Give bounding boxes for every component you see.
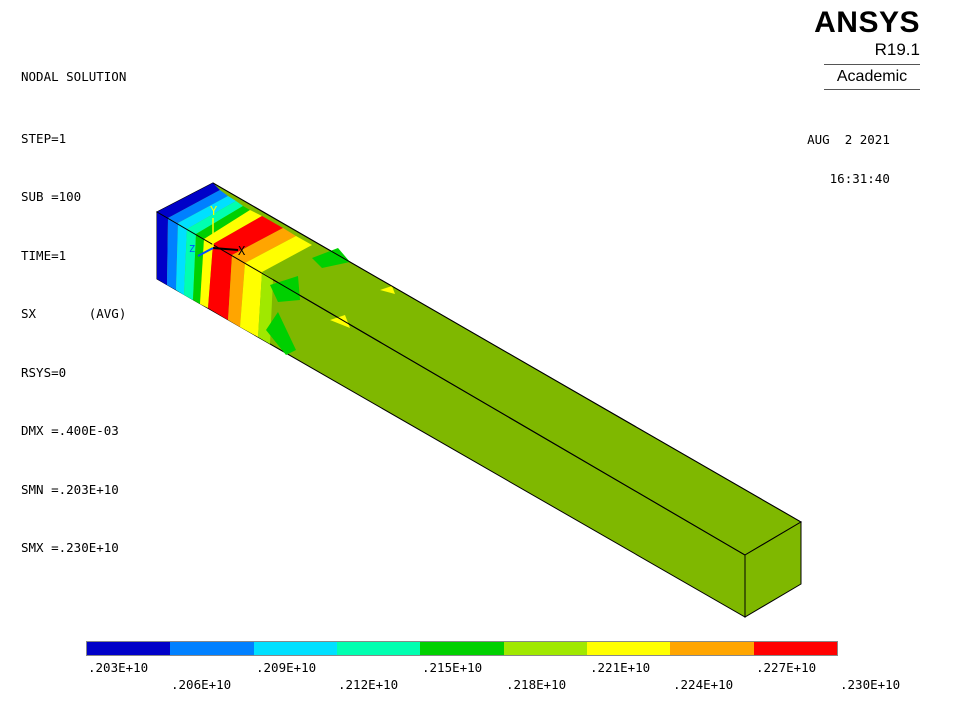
legend-swatch-4 — [336, 642, 421, 655]
legend-swatch-2 — [170, 642, 254, 655]
date-label: AUG 2 2021 — [807, 131, 890, 147]
legend-swatch-5 — [420, 642, 504, 655]
logo-version: R19.1 — [874, 40, 920, 59]
legend-label-bottom-5: .230E+10 — [840, 677, 901, 692]
legend-label-bottom-3: .218E+10 — [506, 677, 567, 692]
info-step: STEP=1 — [21, 130, 67, 146]
legend-label-top-2: .209E+10 — [256, 660, 317, 675]
legend-label-bottom-2: .212E+10 — [338, 677, 399, 692]
legend-swatch-6 — [503, 642, 587, 655]
legend-label-top-5: .227E+10 — [756, 660, 817, 675]
time-label: 16:31:40 — [829, 170, 890, 186]
coordinate-triad: Y X Z — [189, 204, 246, 258]
legend-swatch-7 — [586, 642, 671, 655]
legend-swatch-3 — [253, 642, 337, 655]
triad-z-label: Z — [189, 244, 195, 255]
timestamp: AUG 2 2021 16:31:40 — [792, 110, 890, 208]
info-time: TIME=1 — [21, 247, 67, 263]
legend-label-top-1: .203E+10 — [88, 660, 149, 675]
legend-label-top-4: .221E+10 — [590, 660, 651, 675]
stress-contours-top — [157, 183, 395, 328]
legend-swatch-8 — [670, 642, 754, 655]
info-rsys: RSYS=0 — [21, 364, 67, 380]
logo-edition-box: Academic — [824, 64, 920, 90]
ansys-logo: ANSYS R19.1 Academic — [810, 6, 920, 90]
beam-edge-mid — [156, 211, 746, 556]
info-dmx: DMX =.400E-03 — [21, 423, 119, 438]
logo-name: ANSYS — [814, 6, 920, 39]
triad-z-axis — [197, 247, 214, 257]
beam-end-face — [744, 521, 802, 618]
logo-edition: Academic — [836, 68, 908, 85]
stress-contours-front — [157, 212, 300, 355]
legend-label-top-3: .215E+10 — [422, 660, 483, 675]
solution-title: NODAL SOLUTION — [21, 69, 127, 84]
legend-color-bar — [86, 641, 838, 656]
info-smx: SMX =.230E+10 — [21, 540, 119, 555]
triad-y-label: Y — [210, 204, 218, 218]
legend-label-bottom-1: .206E+10 — [171, 677, 232, 692]
legend-label-bottom-4: .224E+10 — [673, 677, 734, 692]
beam-edge-top — [212, 182, 802, 523]
info-smn: SMN =.203E+10 — [21, 481, 119, 497]
triad-x-label: X — [238, 244, 246, 258]
triad-x-axis — [212, 247, 239, 251]
legend-swatch-9 — [753, 642, 837, 655]
info-sub: SUB =100 — [21, 189, 82, 204]
info-result-item: SX (AVG) — [21, 306, 127, 321]
solution-info-block: NODAL SOLUTION STEP=1 SUB =100 TIME=1 SX… — [21, 28, 126, 577]
legend-swatch-1 — [87, 642, 171, 655]
